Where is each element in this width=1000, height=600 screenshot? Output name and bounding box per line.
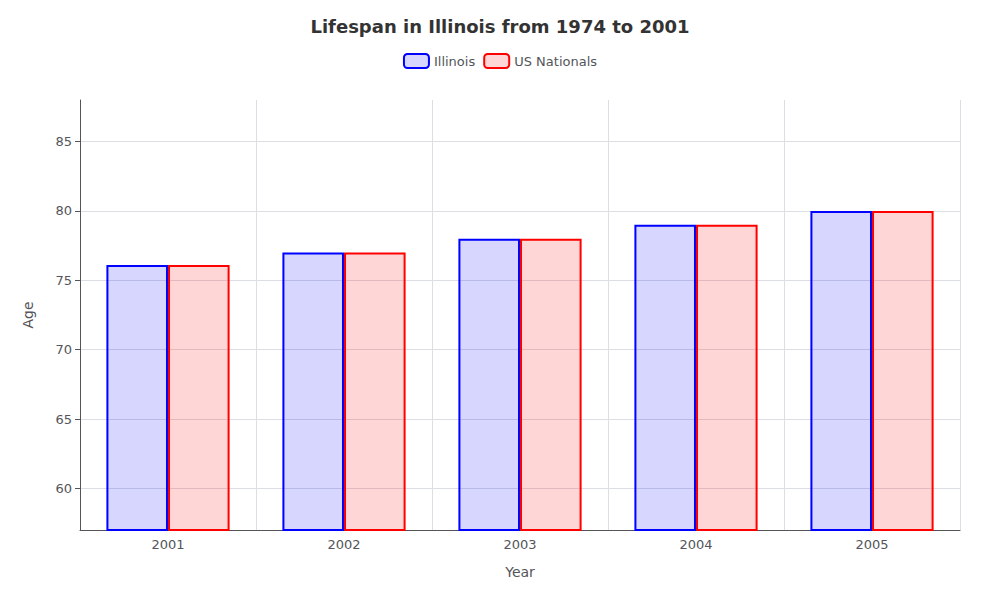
svg-text:60: 60 xyxy=(55,481,72,496)
svg-text:70: 70 xyxy=(55,342,72,357)
svg-text:2002: 2002 xyxy=(327,537,360,552)
svg-text:Illinois: Illinois xyxy=(434,54,475,69)
svg-text:85: 85 xyxy=(55,134,72,149)
svg-text:2001: 2001 xyxy=(151,537,184,552)
svg-text:65: 65 xyxy=(55,412,72,427)
svg-text:Lifespan in Illinois from 1974: Lifespan in Illinois from 1974 to 2001 xyxy=(310,16,689,37)
svg-text:US Nationals: US Nationals xyxy=(514,54,597,69)
svg-text:2005: 2005 xyxy=(855,537,888,552)
svg-text:Age: Age xyxy=(20,301,36,328)
svg-text:2003: 2003 xyxy=(503,537,536,552)
svg-text:80: 80 xyxy=(55,203,72,218)
svg-text:Year: Year xyxy=(504,564,535,580)
svg-text:2004: 2004 xyxy=(679,537,712,552)
svg-text:75: 75 xyxy=(55,273,72,288)
